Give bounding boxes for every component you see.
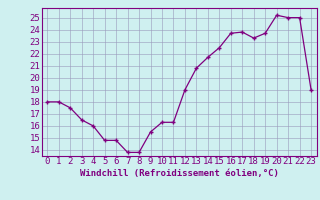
- X-axis label: Windchill (Refroidissement éolien,°C): Windchill (Refroidissement éolien,°C): [80, 169, 279, 178]
